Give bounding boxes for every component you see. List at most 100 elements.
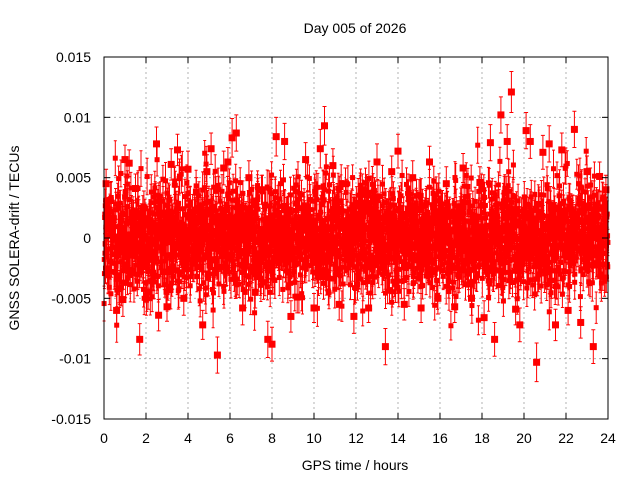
data-point [437, 212, 443, 218]
data-point [237, 231, 243, 237]
data-point [362, 199, 368, 205]
data-point [275, 239, 281, 245]
data-point [383, 225, 389, 231]
data-point [400, 265, 406, 271]
y-axis-label: GNSS SOLERA-drift / TECUs [6, 146, 22, 331]
data-point [435, 219, 441, 225]
data-point [450, 285, 456, 291]
data-point [510, 216, 516, 222]
data-point [347, 248, 353, 254]
data-point [501, 238, 507, 244]
data-point [417, 304, 425, 312]
data-point [214, 237, 220, 243]
data-point [394, 147, 402, 155]
data-point [264, 284, 270, 290]
data-point [468, 294, 475, 302]
data-point [168, 257, 174, 263]
data-point [520, 261, 526, 267]
data-point [176, 286, 182, 292]
data-point [143, 280, 149, 286]
data-point [308, 247, 314, 253]
data-point [403, 181, 409, 187]
data-point [370, 257, 376, 263]
data-point [282, 226, 288, 232]
data-point [590, 253, 596, 259]
data-point [269, 272, 275, 278]
data-point [259, 254, 265, 260]
data-point [207, 265, 213, 271]
data-point [191, 206, 197, 212]
data-point [149, 252, 155, 258]
data-point [192, 188, 200, 196]
data-point [125, 159, 133, 167]
data-point [472, 250, 478, 256]
data-point [143, 297, 149, 303]
data-point [320, 260, 326, 266]
data-point [321, 197, 327, 203]
data-point [196, 286, 202, 292]
data-point [468, 282, 474, 288]
data-point [451, 201, 457, 207]
data-point [242, 215, 248, 221]
data-point [546, 241, 552, 247]
data-point [191, 261, 197, 267]
data-point [271, 254, 277, 260]
data-point [579, 185, 585, 191]
data-point [213, 188, 219, 194]
data-point [118, 170, 124, 176]
data-point [219, 188, 225, 194]
data-point [257, 234, 263, 240]
data-point [287, 274, 293, 280]
data-point [521, 238, 527, 244]
data-point [275, 236, 281, 242]
data-point [384, 259, 390, 265]
data-point [367, 239, 373, 245]
data-point [488, 250, 494, 256]
data-point [245, 174, 253, 182]
data-point [582, 189, 588, 195]
data-point [533, 251, 539, 257]
data-point [382, 248, 388, 254]
data-point [289, 245, 295, 251]
data-point [218, 263, 224, 269]
data-point [110, 230, 116, 236]
data-point [599, 204, 605, 210]
data-point [211, 266, 217, 272]
data-point [435, 234, 441, 240]
data-point [514, 296, 520, 302]
data-point [595, 200, 601, 206]
data-point [485, 180, 491, 186]
data-point [344, 217, 350, 223]
data-point [176, 200, 182, 206]
data-point [379, 224, 385, 230]
data-point [473, 247, 479, 253]
data-point [113, 306, 121, 314]
data-point [139, 264, 145, 270]
data-point [185, 228, 191, 234]
data-point [409, 253, 415, 259]
data-point [234, 212, 240, 218]
data-point [174, 267, 180, 273]
data-point [112, 260, 118, 266]
data-point [496, 201, 502, 207]
data-point [385, 272, 391, 278]
data-point [162, 282, 168, 288]
data-point [124, 181, 130, 187]
data-point [162, 230, 168, 236]
data-point [356, 261, 362, 267]
data-point [393, 268, 399, 274]
y-tick-label: -0.015 [51, 411, 91, 427]
x-tick-label: 2 [142, 430, 150, 446]
data-point [221, 239, 227, 245]
data-point [396, 198, 402, 204]
data-point [116, 176, 122, 182]
data-point [598, 280, 604, 286]
data-point [319, 201, 325, 207]
data-point [293, 182, 299, 188]
data-point [381, 242, 387, 248]
data-point [317, 262, 323, 268]
data-point [575, 245, 581, 251]
data-point [419, 202, 425, 208]
data-point [567, 197, 573, 203]
data-point [597, 206, 603, 212]
